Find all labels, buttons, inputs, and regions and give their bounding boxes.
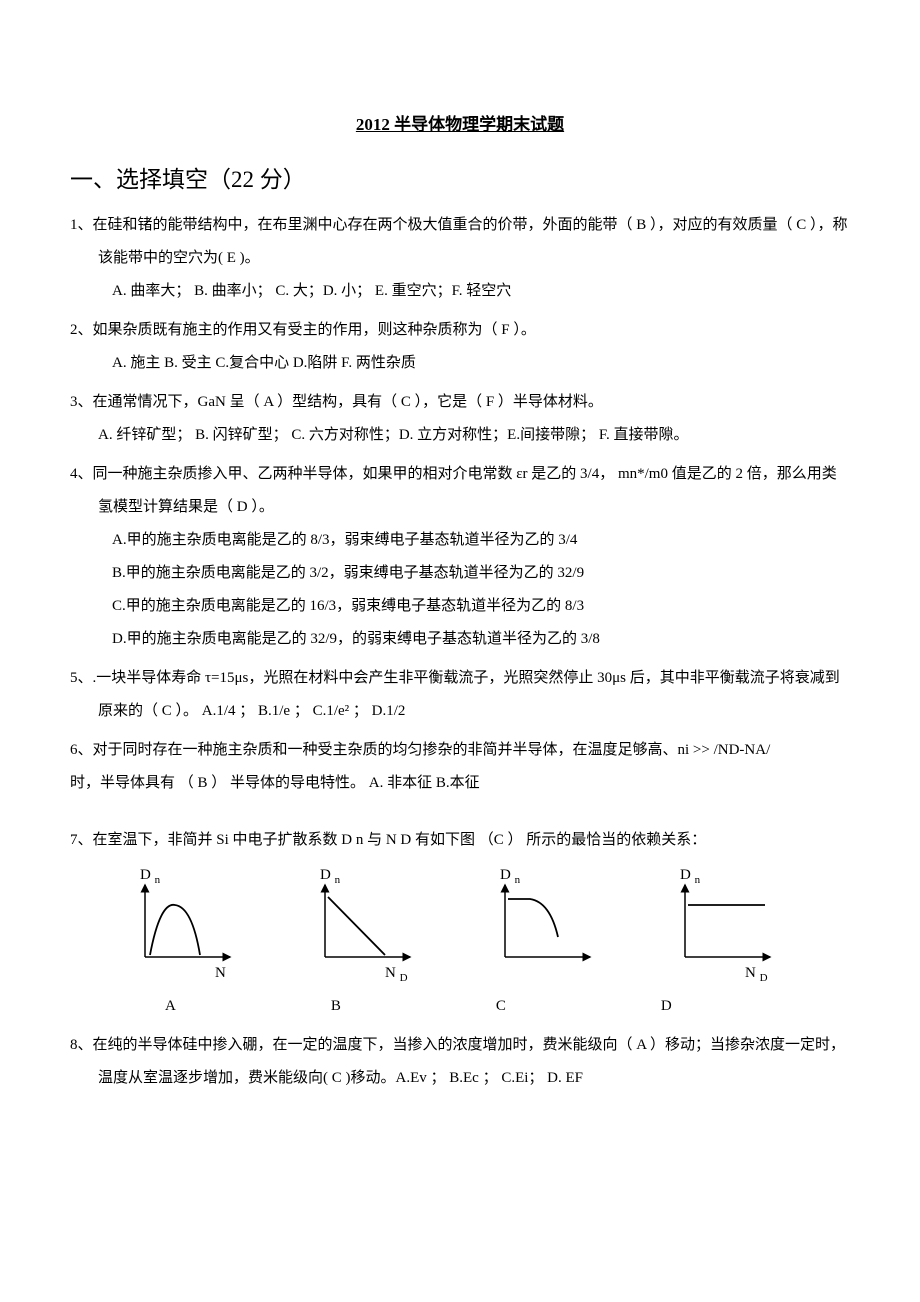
graph-d: D n N D [660, 867, 800, 982]
graph-c-ylabel: D n [500, 867, 521, 886]
graph-d-svg: D n N D [660, 867, 800, 982]
q4-optA: A.甲的施主杂质电离能是乙的 8/3，弱束缚电子基态轨道半径为乙的 3/4 [70, 524, 850, 557]
question-6: 6、对于同时存在一种施主杂质和一种受主杂质的均匀掺杂的非简并半导体，在温度足够高… [70, 734, 850, 800]
page-title: 2012 半导体物理学期末试题 [70, 110, 850, 135]
graph-b-ylabel: D n [320, 867, 341, 886]
graph-a-ylabel: D n [140, 867, 161, 886]
question-4: 4、同一种施主杂质掺入甲、乙两种半导体，如果甲的相对介电常数 εr 是乙的 3/… [70, 458, 850, 656]
q5-body: 5、.一块半导体寿命 τ=15μs，光照在材料中会产生非平衡载流子，光照突然停止… [70, 662, 850, 728]
q4-body: 4、同一种施主杂质掺入甲、乙两种半导体，如果甲的相对介电常数 εr 是乙的 3/… [70, 458, 850, 524]
q6-body: 6、对于同时存在一种施主杂质和一种受主杂质的均匀掺杂的非简并半导体，在温度足够高… [70, 734, 850, 767]
q3-body: 3、在通常情况下，GaN 呈（ A ）型结构，具有（ C ），它是（ F ）半导… [70, 386, 850, 419]
graph-b-xlabel: N D [385, 965, 408, 982]
question-2: 2、如果杂质既有施主的作用又有受主的作用，则这种杂质称为（ F ）。 A. 施主… [70, 314, 850, 380]
q4-optD: D.甲的施主杂质电离能是乙的 32/9，的弱束缚电子基态轨道半径为乙的 3/8 [70, 623, 850, 656]
q1-options: A. 曲率大； B. 曲率小； C. 大；D. 小； E. 重空穴；F. 轻空穴 [70, 275, 850, 308]
q7-letters: A B C D [70, 990, 850, 1023]
graph-c-svg: D n [480, 867, 620, 982]
q2-body: 2、如果杂质既有施主的作用又有受主的作用，则这种杂质称为（ F ）。 [70, 314, 850, 347]
question-7: 7、在室温下，非简并 Si 中电子扩散系数 D n 与 N D 有如下图 （C … [70, 824, 850, 1023]
q4-optB: B.甲的施主杂质电离能是乙的 3/2，弱束缚电子基态轨道半径为乙的 32/9 [70, 557, 850, 590]
q7-label-a: A [165, 990, 176, 1023]
q7-label-b: B [331, 990, 341, 1023]
q3-options: A. 纤锌矿型； B. 闪锌矿型； C. 六方对称性；D. 立方对称性；E.间接… [70, 419, 850, 452]
graph-b: D n N D [300, 867, 440, 982]
question-3: 3、在通常情况下，GaN 呈（ A ）型结构，具有（ C ），它是（ F ）半导… [70, 386, 850, 452]
question-8: 8、在纯的半导体硅中掺入硼，在一定的温度下，当掺入的浓度增加时，费米能级向（ A… [70, 1029, 850, 1095]
graph-a-xlabel: N [215, 965, 226, 981]
q7-body: 7、在室温下，非简并 Si 中电子扩散系数 D n 与 N D 有如下图 （C … [70, 824, 850, 857]
q2-options: A. 施主 B. 受主 C.复合中心 D.陷阱 F. 两性杂质 [70, 347, 850, 380]
q1-body: 1、在硅和锗的能带结构中，在布里渊中心存在两个极大值重合的价带，外面的能带（ B… [70, 209, 850, 275]
graph-c: D n [480, 867, 620, 982]
q6-body2: 时，半导体具有 （ B ） 半导体的导电特性。 A. 非本征 B.本征 [70, 767, 850, 800]
q7-label-c: C [496, 990, 506, 1023]
graph-b-svg: D n N D [300, 867, 440, 982]
question-1: 1、在硅和锗的能带结构中，在布里渊中心存在两个极大值重合的价带，外面的能带（ B… [70, 209, 850, 308]
q8-body: 8、在纯的半导体硅中掺入硼，在一定的温度下，当掺入的浓度增加时，费米能级向（ A… [70, 1029, 850, 1095]
q4-optC: C.甲的施主杂质电离能是乙的 16/3，弱束缚电子基态轨道半径为乙的 8/3 [70, 590, 850, 623]
section-heading: 一、选择填空（22 分） [70, 160, 850, 194]
graph-a-svg: D n N [120, 867, 260, 982]
graph-a: D n N [120, 867, 260, 982]
question-5: 5、.一块半导体寿命 τ=15μs，光照在材料中会产生非平衡载流子，光照突然停止… [70, 662, 850, 728]
graph-d-xlabel: N D [745, 965, 768, 982]
q7-graphs: D n N D n N D [70, 867, 850, 982]
graph-d-ylabel: D n [680, 867, 701, 886]
q7-label-d: D [661, 990, 672, 1023]
exam-page: 2012 半导体物理学期末试题 一、选择填空（22 分） 1、在硅和锗的能带结构… [0, 0, 920, 1302]
